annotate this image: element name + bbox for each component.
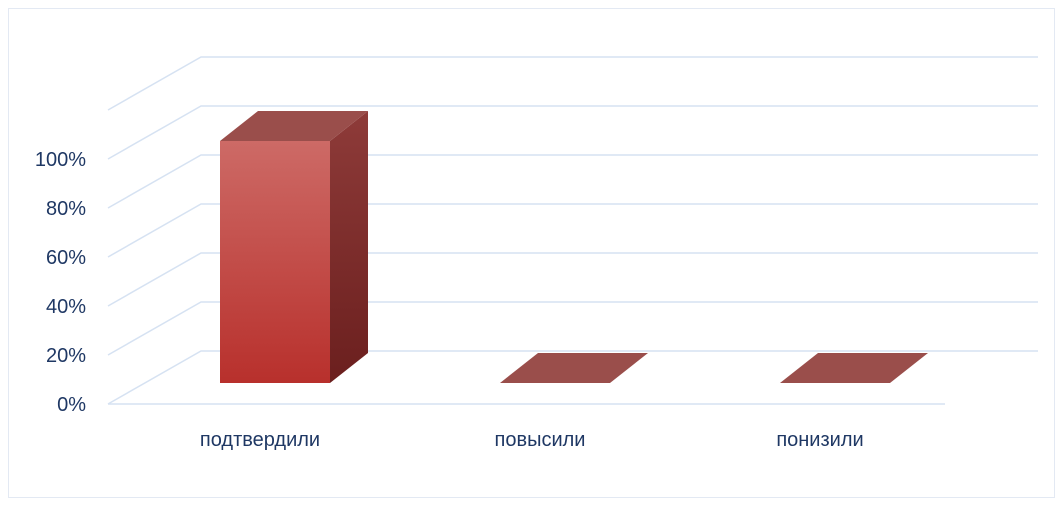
chart-frame (8, 8, 1055, 498)
gridlines (107, 56, 1038, 405)
y-tick-label: 0% (57, 394, 86, 416)
gridline (107, 350, 1038, 405)
x-axis-categories: подтвердили повысили понизили (200, 429, 864, 451)
y-tick-label: 60% (46, 247, 86, 269)
bar-front (220, 141, 330, 383)
bar-top (500, 353, 648, 383)
gridline (107, 105, 1038, 160)
y-tick-label: 80% (46, 198, 86, 220)
bar-top (780, 353, 928, 383)
bar-side (330, 111, 368, 383)
gridline (107, 56, 1038, 111)
bar-top (220, 111, 368, 141)
y-axis-ticks: 0% 20% 40% 60% 80% 100% (35, 149, 86, 416)
gridline (107, 252, 1038, 307)
bar (220, 111, 368, 383)
bar (500, 353, 648, 383)
category-label: подтвердили (200, 429, 320, 451)
y-tick-label: 20% (46, 345, 86, 367)
category-label: повысили (495, 429, 586, 451)
gridline (107, 154, 1038, 209)
bars (220, 111, 928, 383)
gridline (107, 203, 1038, 258)
y-tick-label: 40% (46, 296, 86, 318)
y-tick-label: 100% (35, 149, 86, 171)
category-label: понизили (776, 429, 863, 451)
bar (780, 353, 928, 383)
gridline (107, 301, 1038, 356)
